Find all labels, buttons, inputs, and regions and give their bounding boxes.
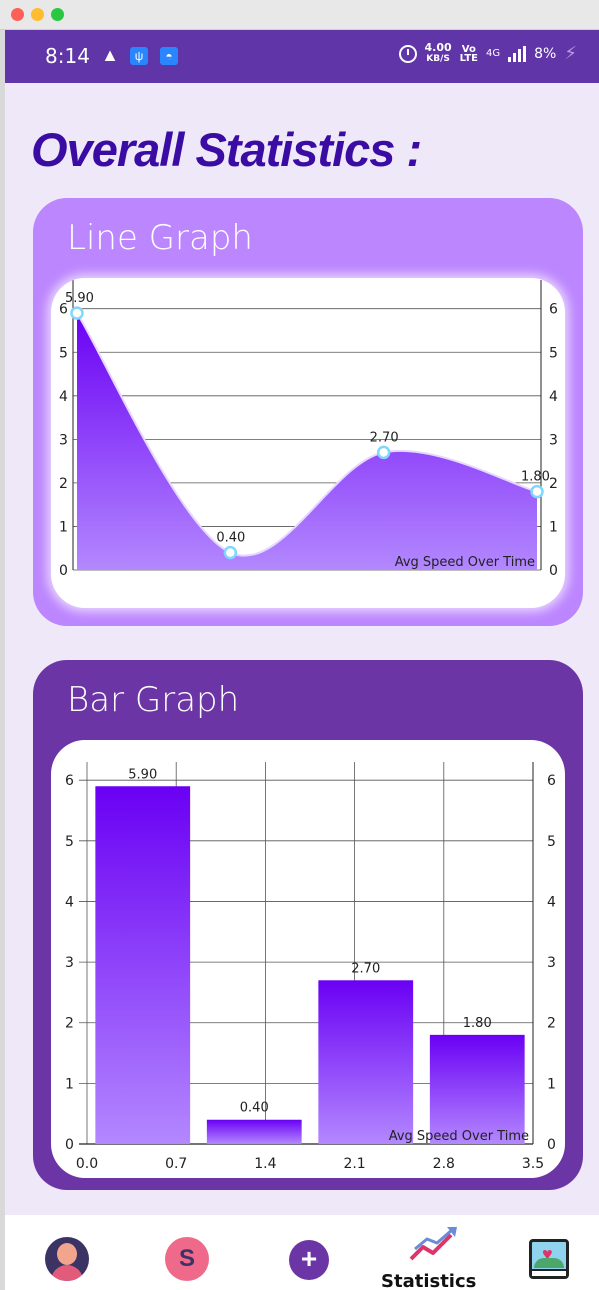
volte-top: Vo [461, 43, 476, 55]
warning-icon: ▲ [101, 45, 119, 65]
bar-chart-y-tick-left: 0 [65, 1137, 74, 1153]
line-chart-y-tick-right: 4 [549, 389, 558, 405]
network-speed-unit: KB/S [426, 54, 450, 64]
minimize-window-button[interactable] [31, 8, 44, 21]
line-chart-value-label: 0.40 [216, 531, 245, 546]
route-icon[interactable]: S [165, 1237, 209, 1281]
status-bar: 8:14 ▲ ψ ◓ 4.00 KB/S Vo LTE 4G 8% ⚡ [5, 30, 599, 83]
line-chart-y-tick-right: 6 [549, 302, 558, 318]
battery-level: 8% [534, 45, 557, 62]
charging-bolt-icon: ⚡ [564, 43, 577, 64]
bar-chart-x-tick: 0.0 [76, 1156, 98, 1172]
line-chart-point [223, 545, 238, 560]
line-chart-y-tick-left: 5 [59, 345, 68, 361]
line-chart-container: 0 0 1 1 2 2 3 3 4 4 5 5 6 6 5.90 0.40 2.70 1.80 Avg Speed … [51, 278, 565, 608]
line-chart-series-line [76, 312, 538, 557]
bar-chart-bar [318, 980, 414, 1144]
bar-chart-y-tick-right: 3 [547, 955, 556, 971]
bar-chart-bar [429, 1034, 525, 1144]
bar-chart-value-label: 5.90 [128, 767, 157, 782]
bar-chart-x-tick: 2.8 [433, 1156, 455, 1172]
line-chart-y-tick-left: 2 [59, 476, 68, 492]
line-chart-y-tick-right: 1 [549, 519, 558, 535]
line-chart-y-tick-right: 2 [549, 476, 558, 492]
android-icon: ◓ [160, 47, 178, 65]
close-window-button[interactable] [11, 8, 24, 21]
line-chart-point [530, 484, 544, 499]
bar-chart-value-label: 1.80 [463, 1016, 492, 1031]
signal-icon [508, 45, 527, 62]
line-chart-area-fill [77, 313, 537, 570]
bar-chart-y-tick-left: 6 [65, 773, 74, 789]
bottom-navigation: S + Statistics ♥ [5, 1215, 599, 1290]
gallery-icon[interactable]: ♥ [529, 1239, 569, 1279]
bar-chart-y-tick-right: 2 [547, 1016, 556, 1032]
bar-chart-y-tick-right: 1 [547, 1076, 556, 1092]
line-chart-y-tick-right: 0 [549, 563, 558, 579]
status-right-group: 4.00 KB/S Vo LTE 4G 8% ⚡ [398, 41, 577, 64]
line-chart-y-tick-right: 3 [549, 432, 558, 448]
bar-chart-y-tick-left: 2 [65, 1016, 74, 1032]
line-graph-title: Line Graph [67, 218, 253, 258]
line-chart-y-tick-left: 3 [59, 432, 68, 448]
volte-indicator: Vo LTE [459, 43, 479, 64]
phone-screen: 8:14 ▲ ψ ◓ 4.00 KB/S Vo LTE 4G 8% ⚡ Over… [5, 30, 599, 1290]
add-icon[interactable]: + [289, 1240, 329, 1280]
status-time: 8:14 [45, 44, 90, 68]
line-chart-legend-label: Avg Speed Over Time [395, 555, 535, 570]
bar-chart-y-tick-left: 5 [65, 834, 74, 850]
bar-chart-y-tick-left: 3 [65, 955, 74, 971]
line-graph-card: Line Graph 0 0 1 1 2 2 3 3 4 4 5 5 6 6 5.90 0.40 2.70 1.8… [33, 198, 583, 626]
line-chart-point [376, 445, 391, 460]
bar-chart-y-tick-right: 0 [547, 1137, 556, 1153]
line-chart-point [70, 306, 84, 320]
bar-chart-y-tick-right: 6 [547, 773, 556, 789]
maximize-window-button[interactable] [51, 8, 64, 21]
bar-chart-x-tick: 1.4 [254, 1156, 276, 1172]
network-speed-value: 4.00 [424, 41, 452, 54]
line-chart-y-tick-left: 6 [59, 302, 68, 318]
line-chart-y-tick-left: 0 [59, 563, 68, 579]
bar-chart-y-tick-left: 4 [65, 894, 74, 910]
volte-bottom: LTE [459, 52, 479, 64]
bar-chart-bar [206, 1119, 302, 1144]
bar-chart-container: 0.0 0.7 1.4 2.1 2.8 3.5 0 0 1 1 2 2 3 3 4 4 5 5 6 6 5.90 0.40… [51, 740, 565, 1178]
bar-chart-y-tick-left: 1 [65, 1076, 74, 1092]
page-title: Overall Statistics : [31, 123, 422, 176]
bar-chart-y-tick-right: 4 [547, 894, 556, 910]
line-chart-value-label: 5.90 [65, 291, 94, 306]
bar-chart-x-tick: 3.5 [522, 1156, 544, 1172]
line-chart-y-tick-right: 5 [549, 345, 558, 361]
bar-chart-x-tick: 0.7 [165, 1156, 187, 1172]
network-type: 4G [486, 48, 501, 59]
alarm-icon [398, 44, 417, 63]
line-chart-y-tick-left: 4 [59, 389, 68, 405]
nav-statistics-label[interactable]: Statistics [381, 1271, 477, 1290]
bar-chart-bar [95, 786, 191, 1144]
bar-chart-value-label: 2.70 [351, 961, 380, 976]
statistics-icon[interactable] [403, 1225, 463, 1269]
bar-chart: 0.0 0.7 1.4 2.1 2.8 3.50 01 12 23 34 45 56 65.900.40… [65, 762, 556, 1172]
network-speed: 4.00 KB/S [424, 41, 452, 64]
profile-icon[interactable] [45, 1237, 89, 1281]
bar-graph-title: Bar Graph [67, 680, 240, 720]
window-title-bar [0, 0, 599, 30]
bar-chart-x-tick: 2.1 [343, 1156, 365, 1172]
bar-chart-legend-label: Avg Speed Over Time [389, 1129, 529, 1144]
bar-graph-card: Bar Graph 0.0 0.7 1.4 2.1 2.8 3.5 0 0 1 1 2 2 3 3 4 4 5 5… [33, 660, 583, 1190]
bar-chart-y-tick-right: 5 [547, 834, 556, 850]
line-chart-value-label: 2.70 [370, 430, 399, 445]
line-chart-value-label: 1.80 [521, 470, 550, 485]
line-chart-y-tick-left: 1 [59, 519, 68, 535]
usb-icon: ψ [130, 47, 148, 65]
bar-chart-value-label: 0.40 [240, 1101, 269, 1116]
